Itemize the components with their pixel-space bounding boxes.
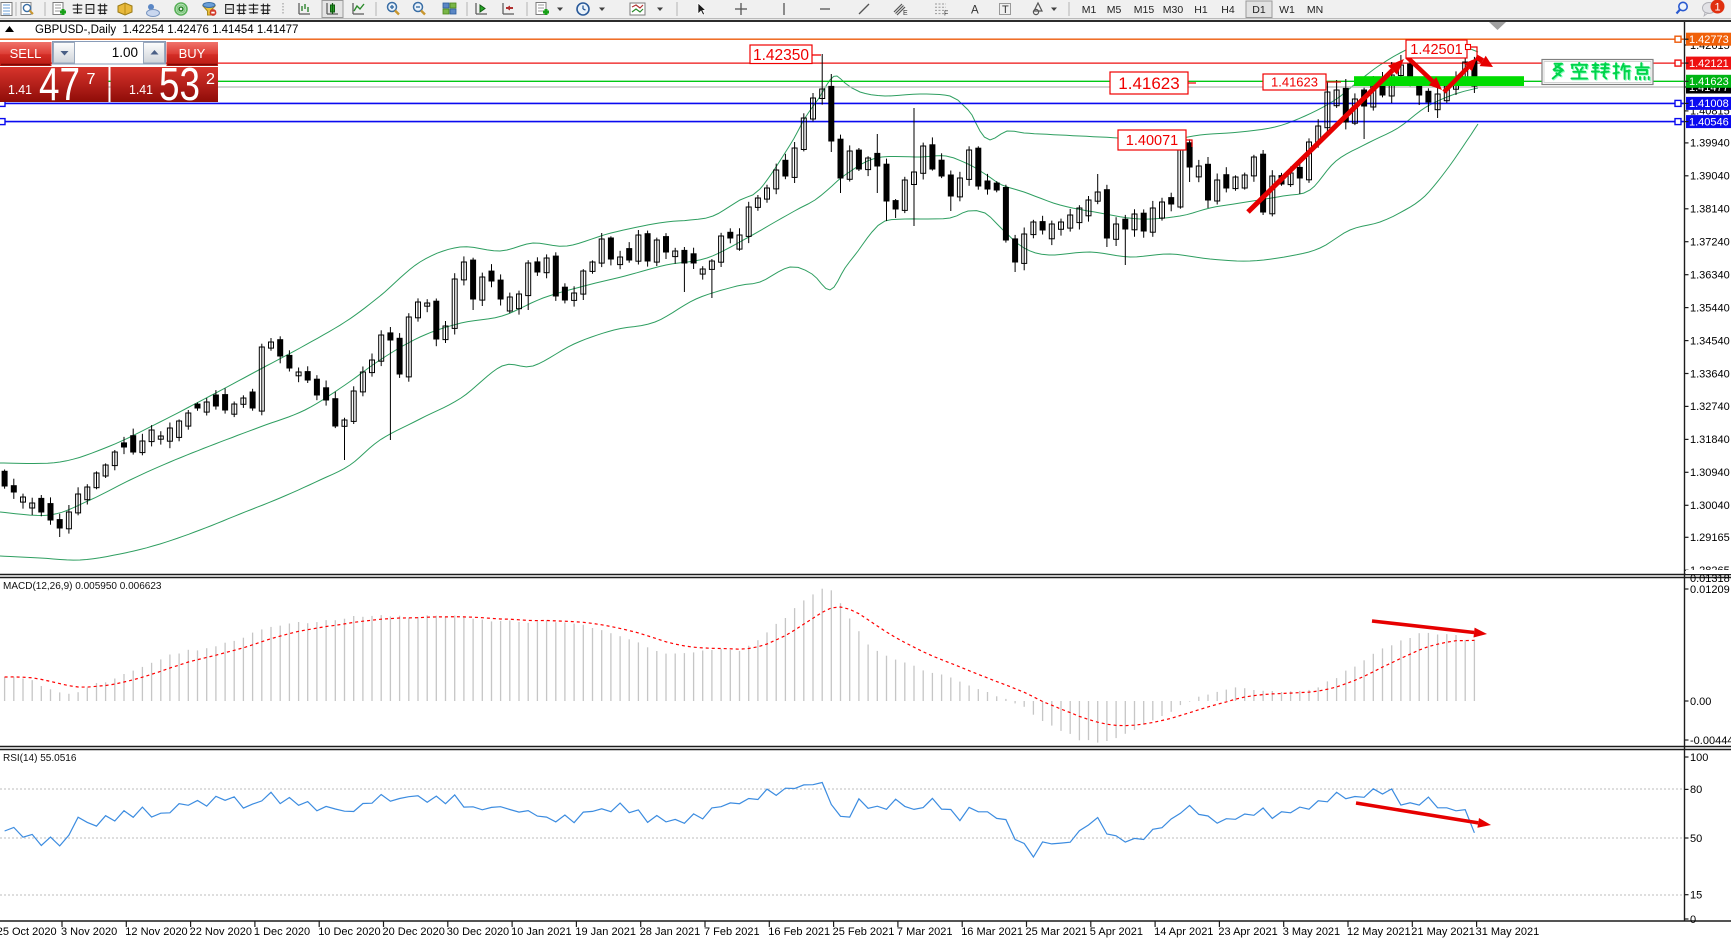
svg-text:21 May 2021: 21 May 2021 xyxy=(1411,926,1475,938)
svg-text:12 Nov 2020: 12 Nov 2020 xyxy=(125,926,187,938)
svg-text:1.42350: 1.42350 xyxy=(753,47,809,64)
svg-text:25 Oct 2020: 25 Oct 2020 xyxy=(0,926,57,938)
svg-text:30 Dec 2020: 30 Dec 2020 xyxy=(447,926,509,938)
svg-text:16 Feb 2021: 16 Feb 2021 xyxy=(768,926,830,938)
svg-text:23 Apr 2021: 23 Apr 2021 xyxy=(1218,926,1277,938)
svg-text:M5: M5 xyxy=(1107,4,1122,16)
svg-text:W1: W1 xyxy=(1279,4,1295,16)
svg-text:25 Mar 2021: 25 Mar 2021 xyxy=(1026,926,1088,938)
svg-text:7 Mar 2021: 7 Mar 2021 xyxy=(897,926,953,938)
svg-text:1.35440: 1.35440 xyxy=(1690,302,1730,314)
svg-text:1.41: 1.41 xyxy=(129,83,153,97)
svg-text:MACD(12,26,9) 0.005950 0.00662: MACD(12,26,9) 0.005950 0.006623 xyxy=(3,581,162,592)
svg-text:2: 2 xyxy=(206,71,215,88)
svg-text:31 May 2021: 31 May 2021 xyxy=(1476,926,1540,938)
svg-text:15: 15 xyxy=(1690,890,1702,902)
svg-text:1.32740: 1.32740 xyxy=(1690,401,1730,413)
svg-text:1.39940: 1.39940 xyxy=(1690,138,1730,150)
svg-text:100: 100 xyxy=(1690,752,1708,764)
svg-text:16 Mar 2021: 16 Mar 2021 xyxy=(961,926,1023,938)
svg-text:GBPUSD-,Daily 1.42254 1.42476: GBPUSD-,Daily 1.42254 1.42476 1.41454 1.… xyxy=(35,24,298,36)
svg-text:20 Dec 2020: 20 Dec 2020 xyxy=(383,926,445,938)
svg-text:12 May 2021: 12 May 2021 xyxy=(1347,926,1411,938)
svg-text:H4: H4 xyxy=(1221,4,1235,16)
svg-text:F: F xyxy=(944,11,948,18)
svg-text:1.40071: 1.40071 xyxy=(1126,133,1178,149)
svg-text:1: 1 xyxy=(1714,2,1720,14)
svg-text:1.38140: 1.38140 xyxy=(1690,204,1730,216)
svg-text:D1: D1 xyxy=(1252,4,1266,16)
svg-text:25 Feb 2021: 25 Feb 2021 xyxy=(833,926,895,938)
svg-text:7: 7 xyxy=(87,71,96,88)
svg-text:47: 47 xyxy=(39,58,80,110)
svg-text:1.37240: 1.37240 xyxy=(1690,237,1730,249)
svg-text:0.01209: 0.01209 xyxy=(1690,584,1730,596)
svg-text:1.30940: 1.30940 xyxy=(1690,467,1730,479)
svg-text:BUY: BUY xyxy=(179,46,206,61)
svg-text:M30: M30 xyxy=(1163,4,1184,16)
svg-text:1.36340: 1.36340 xyxy=(1690,270,1730,282)
svg-text:10 Jan 2021: 10 Jan 2021 xyxy=(511,926,572,938)
svg-text:MN: MN xyxy=(1307,4,1323,16)
svg-text:0.00: 0.00 xyxy=(1690,696,1711,708)
svg-text:5 Apr 2021: 5 Apr 2021 xyxy=(1090,926,1143,938)
svg-text:7 Feb 2021: 7 Feb 2021 xyxy=(704,926,760,938)
svg-text:0: 0 xyxy=(1690,914,1696,926)
svg-text:1.31840: 1.31840 xyxy=(1690,434,1730,446)
svg-text:H1: H1 xyxy=(1194,4,1208,16)
svg-text:3 Nov 2020: 3 Nov 2020 xyxy=(61,926,117,938)
svg-text:22 Nov 2020: 22 Nov 2020 xyxy=(190,926,252,938)
svg-text:1.42121: 1.42121 xyxy=(1689,58,1729,70)
svg-text:-0.004446: -0.004446 xyxy=(1690,735,1731,747)
svg-text:1.34540: 1.34540 xyxy=(1690,335,1730,347)
svg-text:E: E xyxy=(903,10,908,17)
svg-text:1.42501: 1.42501 xyxy=(1410,42,1462,58)
svg-text:28 Jan 2021: 28 Jan 2021 xyxy=(640,926,701,938)
svg-text:A: A xyxy=(971,5,979,17)
svg-text:50: 50 xyxy=(1690,833,1702,845)
svg-text:M1: M1 xyxy=(1082,4,1097,16)
svg-text:14 Apr 2021: 14 Apr 2021 xyxy=(1154,926,1213,938)
svg-text:1.41623: 1.41623 xyxy=(1689,76,1729,88)
svg-text:80: 80 xyxy=(1690,784,1702,796)
svg-text:1.30040: 1.30040 xyxy=(1690,500,1730,512)
svg-text:T: T xyxy=(1002,4,1009,16)
svg-text:1.00: 1.00 xyxy=(112,45,138,60)
svg-text:1.33640: 1.33640 xyxy=(1690,368,1730,380)
svg-text:1.40546: 1.40546 xyxy=(1689,116,1729,128)
svg-text:1.42773: 1.42773 xyxy=(1689,34,1729,46)
svg-text:3 May 2021: 3 May 2021 xyxy=(1283,926,1340,938)
svg-text:M15: M15 xyxy=(1134,4,1155,16)
svg-text:1.41623: 1.41623 xyxy=(1271,75,1318,90)
svg-text:1.39040: 1.39040 xyxy=(1690,171,1730,183)
svg-text:0.01318: 0.01318 xyxy=(1690,573,1730,585)
svg-text:1.41008: 1.41008 xyxy=(1689,98,1729,110)
svg-text:1.29165: 1.29165 xyxy=(1690,532,1730,544)
svg-text:RSI(14) 55.0516: RSI(14) 55.0516 xyxy=(3,753,77,764)
svg-text:53: 53 xyxy=(159,58,200,110)
svg-text:19 Jan 2021: 19 Jan 2021 xyxy=(575,926,636,938)
svg-text:SELL: SELL xyxy=(10,46,42,61)
svg-text:1.41623: 1.41623 xyxy=(1118,74,1179,93)
svg-text:1 Dec 2020: 1 Dec 2020 xyxy=(254,926,310,938)
svg-text:10 Dec 2020: 10 Dec 2020 xyxy=(318,926,380,938)
svg-text:1.41: 1.41 xyxy=(8,83,32,97)
